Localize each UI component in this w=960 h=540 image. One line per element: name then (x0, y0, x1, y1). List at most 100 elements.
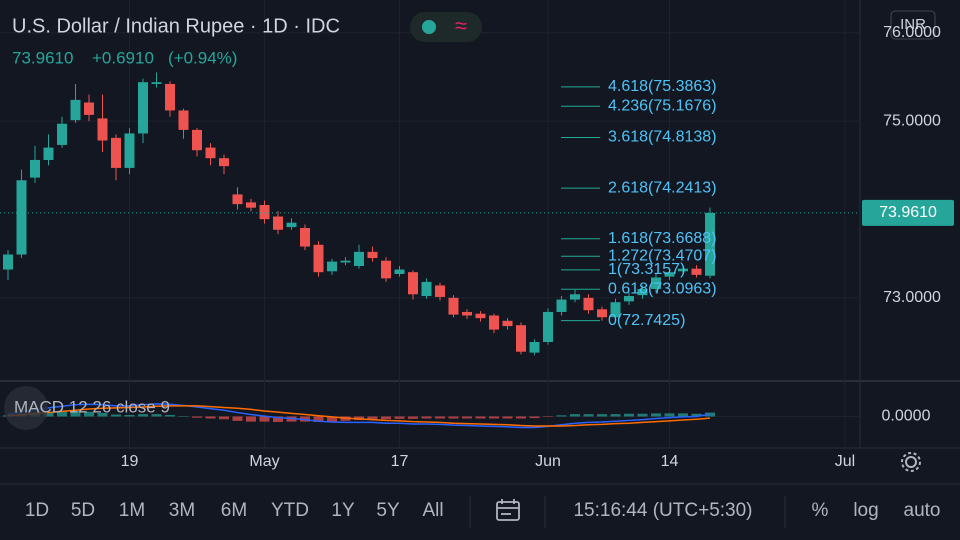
candle-body (583, 297, 594, 311)
clock[interactable]: 15:16:44 (UTC+5:30) (573, 500, 752, 521)
candle-body (529, 342, 540, 353)
candle-body (408, 272, 418, 295)
macd-histogram-bar (475, 416, 486, 419)
macd-histogram-bar (583, 414, 594, 417)
candle-body (475, 313, 486, 319)
macd-line (7, 403, 711, 429)
candle-body (664, 272, 675, 277)
macd-histogram-bar (246, 416, 256, 422)
macd-histogram-bar (381, 416, 391, 420)
fib-label: 0(72.7425) (608, 312, 685, 329)
scale-option[interactable]: log (853, 500, 878, 521)
candle-body (340, 260, 351, 263)
fib-label: 3.618(74.8138) (608, 129, 717, 146)
macd-histogram-bar (570, 414, 580, 417)
last-price: 73.9610 (12, 48, 73, 67)
macd-histogram-bar (489, 416, 499, 419)
scale-option[interactable]: auto (904, 500, 941, 521)
candle-body (16, 180, 27, 255)
macd-histogram-bar (435, 416, 445, 419)
candle-body (57, 123, 67, 145)
macd-histogram-bar (57, 411, 67, 417)
candle-body (138, 82, 148, 134)
toolbar: 15:16:44 (UTC+5:30) 1D 5D 1M 3M 6M YTD 1Y 5Y All… (25, 496, 941, 528)
macd-histogram-bar (327, 416, 337, 422)
range-button[interactable]: 1M (119, 500, 145, 521)
x-tick-label: May (249, 453, 279, 470)
x-tick-label: 14 (661, 453, 679, 470)
range-button[interactable]: 1Y (331, 500, 355, 521)
macd-histogram-bar (624, 413, 634, 417)
candle-body (151, 82, 162, 84)
range-button[interactable]: 5D (71, 500, 95, 521)
macd-histogram-bar (556, 415, 567, 417)
candle-body (259, 205, 270, 220)
indicator-toggle[interactable] (410, 12, 482, 42)
macd-histogram-bar (259, 416, 270, 422)
fib-label: 2.618(74.2413) (608, 179, 717, 196)
fib-label: 4.236(75.1676) (608, 97, 717, 114)
macd-histogram-bar (678, 413, 688, 417)
candle-body (43, 147, 54, 160)
candle-body (367, 251, 378, 259)
macd-histogram-bar (70, 410, 81, 417)
candle-body (556, 299, 567, 312)
currency-button[interactable] (890, 10, 936, 40)
range-button[interactable]: YTD (271, 500, 309, 521)
macd-histogram-bar (448, 416, 459, 419)
candle-body (354, 251, 364, 266)
fib-label: 1(73.3157) (608, 261, 685, 278)
candle-body (124, 133, 135, 168)
symbol-title: U.S. Dollar / Indian Rupee · 1D · IDC (12, 15, 340, 37)
candle-body (205, 147, 216, 159)
candle-body (502, 320, 513, 327)
fib-label: 0.618(73.0963) (608, 281, 717, 298)
range-button[interactable]: 5Y (376, 500, 400, 521)
macd-histogram-bar (691, 413, 702, 417)
macd-tick-label: 0.0000 (882, 408, 931, 425)
macd-legend-bg (4, 386, 48, 430)
candle-body (651, 277, 661, 289)
last-price-tag (862, 199, 954, 226)
x-tick-label: Jun (535, 453, 561, 470)
calendar-icon[interactable] (496, 499, 520, 521)
x-tick-label: 17 (391, 453, 409, 470)
candle-body (394, 269, 405, 274)
scale-option[interactable]: % (812, 500, 829, 521)
macd-histogram-bar (165, 414, 175, 417)
range-button[interactable]: All (422, 500, 443, 521)
range-button[interactable]: 6M (221, 500, 247, 521)
candle-body (624, 296, 634, 302)
range-button[interactable]: 3M (169, 500, 195, 521)
candle-body (381, 260, 391, 279)
settings-icon[interactable] (901, 452, 921, 472)
candle-body (232, 194, 243, 205)
candle-body (462, 311, 472, 316)
range-button[interactable]: 1D (25, 500, 49, 521)
candle-body (273, 216, 283, 230)
candle-body (219, 158, 229, 167)
y-tick-label: 73.0000 (883, 289, 941, 306)
macd-histogram-bar (610, 414, 621, 417)
macd-title: MACD 12 26 close 9 (14, 397, 170, 416)
candle-body (327, 261, 337, 272)
candle-body (84, 102, 94, 115)
candle-body (286, 222, 297, 228)
candle-body (435, 285, 445, 297)
macd-histogram-bar (664, 413, 675, 417)
macd-histogram-bar (43, 411, 54, 417)
candle-body (111, 137, 121, 168)
candle-body (597, 309, 607, 318)
fib-label: 1.618(73.6688) (608, 230, 717, 247)
macd-histogram-bar (84, 411, 94, 417)
fib-label: 4.618(75.3863) (608, 78, 717, 95)
toggle-icon: ≈ (455, 13, 467, 38)
toggle-dot (422, 20, 436, 34)
macd-histogram-bar (529, 416, 540, 419)
macd-histogram-bar (421, 416, 432, 419)
macd-histogram-bar (516, 416, 526, 419)
candle-body (570, 294, 580, 300)
x-tick-label: Jul (835, 453, 855, 470)
